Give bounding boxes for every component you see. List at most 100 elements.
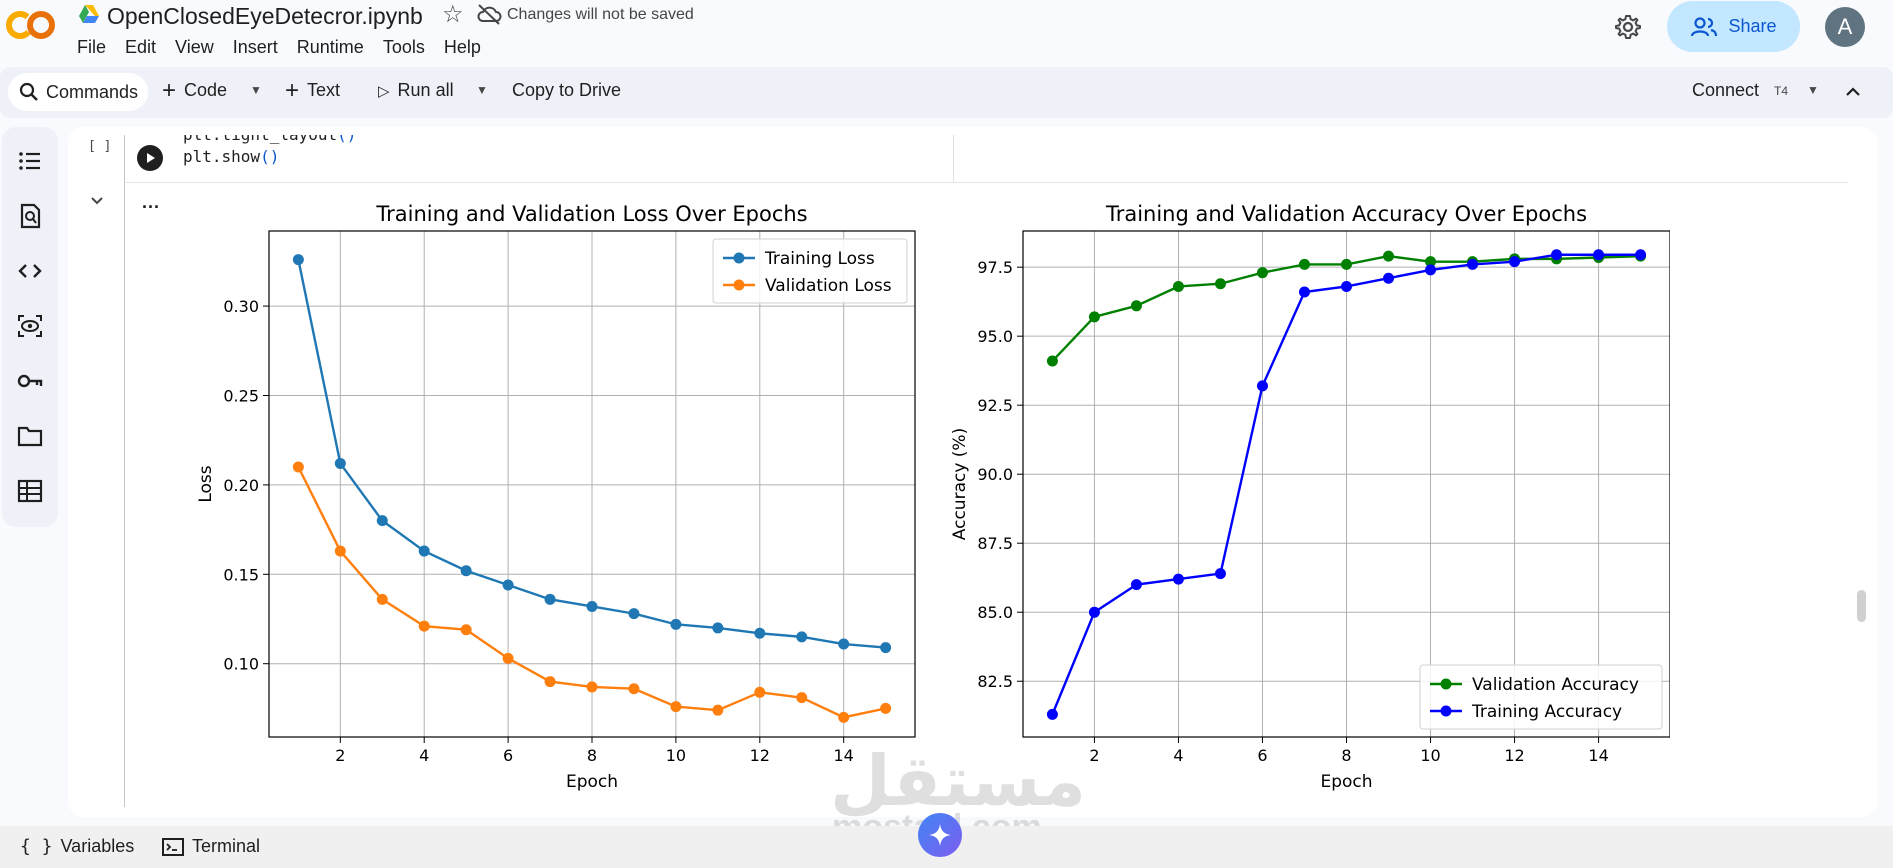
- data-point-1: [1593, 249, 1605, 261]
- braces-icon: { }: [20, 836, 53, 857]
- code-output-divider: [126, 182, 1848, 183]
- data-point-0: [1425, 256, 1437, 268]
- menu-runtime[interactable]: Runtime: [296, 37, 364, 57]
- toolbar: Commands + Code ▼ + Text ▷ Run all ▼ Cop…: [0, 67, 1893, 118]
- run-all-button[interactable]: ▷ Run all: [378, 80, 454, 101]
- y-tick-label: 90.0: [977, 465, 1013, 484]
- data-point-1: [1509, 256, 1521, 268]
- data-point-0: [1256, 267, 1268, 279]
- add-code-button[interactable]: + Code: [162, 76, 227, 104]
- menu-file[interactable]: File: [77, 37, 107, 57]
- y-axis-label: Accuracy (%): [950, 428, 970, 540]
- legend-label: Training Accuracy: [1471, 702, 1622, 722]
- notebook-title[interactable]: OpenClosedEyeDetecror.ipynb: [107, 3, 423, 29]
- colab-logo[interactable]: CO: [6, 8, 56, 42]
- execution-count: [ ]: [88, 139, 112, 154]
- plus-icon: +: [162, 76, 177, 104]
- data-point-0: [502, 579, 514, 591]
- data-point-0: [460, 565, 472, 577]
- secrets-key-icon[interactable]: [16, 367, 44, 395]
- find-icon[interactable]: [16, 202, 44, 230]
- legend-label: Validation Loss: [765, 276, 892, 296]
- output-more-icon[interactable]: ...: [142, 192, 161, 212]
- commands-label: Commands: [46, 81, 139, 102]
- y-tick-label: 97.5: [977, 258, 1013, 277]
- copy-to-drive-button[interactable]: Copy to Drive: [512, 80, 622, 100]
- data-point-0: [1046, 355, 1058, 367]
- data-point-0: [796, 631, 808, 643]
- data-point-1: [880, 702, 892, 714]
- menu-insert[interactable]: Insert: [232, 37, 278, 57]
- legend-marker: [733, 279, 745, 291]
- cloud-off-icon: [477, 4, 502, 25]
- code-snippets-icon[interactable]: [16, 257, 44, 285]
- table-of-contents-icon[interactable]: [16, 147, 44, 175]
- google-drive-icon: [79, 5, 99, 23]
- data-point-1: [712, 704, 724, 716]
- x-tick-label: 14: [834, 746, 854, 765]
- run-cell-button[interactable]: [137, 145, 163, 171]
- play-icon: [147, 153, 155, 163]
- files-folder-icon[interactable]: [16, 422, 44, 450]
- gemini-button[interactable]: [918, 813, 962, 857]
- legend-marker: [733, 252, 745, 264]
- chevron-down-icon[interactable]: [88, 192, 106, 210]
- cell-border: [124, 135, 125, 807]
- data-point-1: [1130, 579, 1142, 591]
- variables-inspector-icon[interactable]: [16, 312, 44, 340]
- code-editor[interactable]: [126, 135, 1848, 182]
- run-all-dropdown-icon[interactable]: ▼: [476, 83, 488, 97]
- legend-marker: [1440, 705, 1452, 717]
- x-tick-label: 2: [335, 746, 345, 765]
- connect-button[interactable]: Connect: [1692, 80, 1760, 100]
- x-tick-label: 4: [419, 746, 429, 765]
- header: CO OpenClosedEyeDetecror.ipynb ☆ Changes…: [0, 0, 1893, 66]
- data-point-0: [1383, 250, 1395, 262]
- code-line[interactable]: plt.tight_layout(): [183, 135, 356, 144]
- terminal-icon: [162, 837, 184, 856]
- menu-tools[interactable]: Tools: [382, 37, 425, 57]
- data-point-0: [1298, 258, 1310, 270]
- chevron-up-icon[interactable]: [1844, 83, 1862, 101]
- accuracy-chart: 2 4 6 8 10 12 14 82.5 85.0 87.5 90.0 92.5 95.0 97.5 Tr…: [950, 202, 1670, 792]
- data-point-0: [880, 642, 892, 654]
- sparkle-icon: [929, 824, 951, 846]
- x-tick-label: 12: [1504, 746, 1524, 765]
- menu-help[interactable]: Help: [443, 37, 481, 57]
- x-axis-label: Epoch: [1320, 772, 1372, 792]
- data-point-1: [460, 624, 472, 636]
- data-point-1: [1467, 258, 1479, 270]
- search-icon: [19, 82, 38, 101]
- connect-dropdown-icon[interactable]: ▼: [1807, 83, 1819, 97]
- x-tick-label: 2: [1089, 746, 1099, 765]
- loss-chart: 2 4 6 8 10 12 14 0.10 0.15 0.20 0.25 0.30 Training a…: [196, 202, 916, 792]
- add-text-button[interactable]: + Text: [285, 78, 340, 102]
- menu-edit[interactable]: Edit: [125, 37, 157, 57]
- plot-frame: [268, 230, 916, 738]
- code-line[interactable]: plt.show(): [183, 147, 280, 166]
- terminal-button[interactable]: Terminal: [162, 836, 260, 857]
- data-table-icon[interactable]: [16, 477, 44, 505]
- data-point-0: [544, 593, 556, 605]
- star-icon[interactable]: ☆: [442, 1, 464, 28]
- data-point-0: [1172, 280, 1184, 292]
- data-point-1: [292, 461, 304, 473]
- data-point-1: [334, 545, 346, 557]
- data-point-1: [1383, 272, 1395, 284]
- data-point-1: [1425, 264, 1437, 276]
- y-tick-label: 95.0: [977, 327, 1013, 346]
- menu-view[interactable]: View: [175, 37, 214, 57]
- variables-button[interactable]: { } Variables: [20, 836, 134, 857]
- x-tick-label: 8: [587, 746, 597, 765]
- legend-box: [712, 238, 908, 304]
- scrollbar-thumb[interactable]: [1857, 590, 1866, 622]
- data-point-1: [1298, 286, 1310, 298]
- avatar[interactable]: A: [1825, 7, 1865, 47]
- gear-icon[interactable]: [1614, 13, 1642, 41]
- x-tick-label: 6: [1257, 746, 1267, 765]
- commands-button[interactable]: Commands: [8, 73, 148, 111]
- code-dropdown-icon[interactable]: ▼: [250, 83, 262, 97]
- share-button[interactable]: Share: [1667, 1, 1800, 52]
- data-point-1: [1046, 708, 1058, 720]
